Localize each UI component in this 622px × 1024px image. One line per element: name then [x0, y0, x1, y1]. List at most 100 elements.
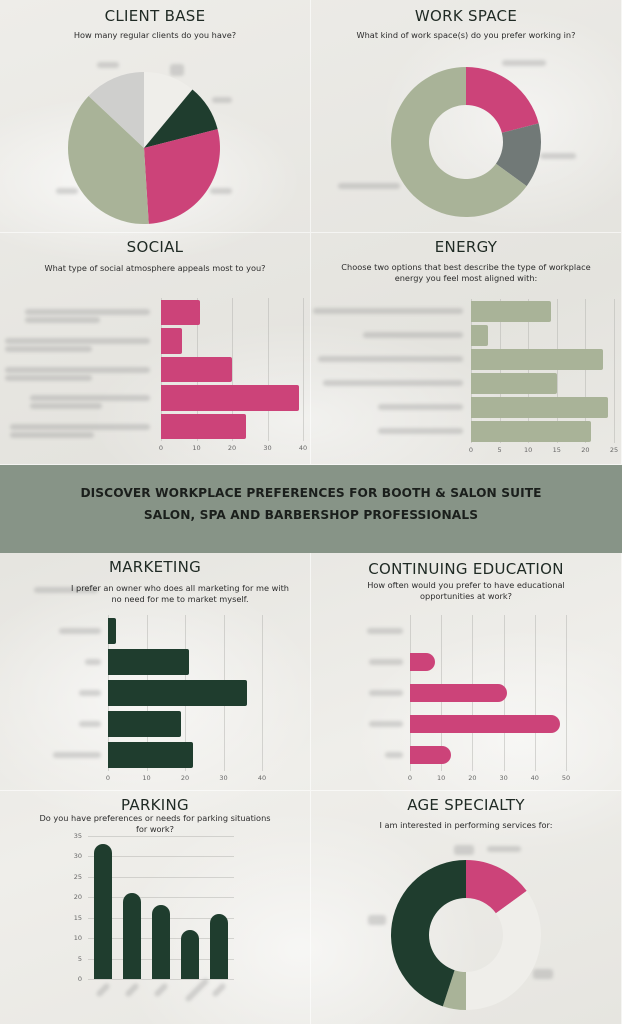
blurred-label	[540, 153, 576, 159]
x-axis-tick: 40	[257, 774, 267, 782]
blurred-label	[97, 62, 119, 68]
bar	[108, 711, 182, 738]
x-axis-tick: 40	[298, 444, 308, 452]
blurred-category-label	[5, 345, 92, 352]
pie-slice	[495, 123, 541, 187]
pie-slice	[144, 72, 193, 148]
age-specialty-donut-chart	[391, 860, 541, 1010]
gridline	[267, 298, 269, 441]
bar	[108, 648, 189, 675]
panel-subtitle: Do you have preferences or needs for par…	[39, 813, 271, 834]
blurred-category-label	[369, 690, 403, 696]
blurred-category-label	[10, 431, 94, 438]
x-axis-tick: 20	[227, 444, 237, 452]
panel-work-space: WORK SPACE What kind of work space(s) do…	[311, 0, 622, 233]
blurred-label	[212, 97, 232, 103]
parking-bar-chart: 0 5 10 15 20 25 30 35	[0, 791, 311, 1024]
gridline	[534, 615, 536, 771]
blurred-label	[368, 915, 386, 925]
bar	[471, 372, 557, 394]
panel-subtitle: I am interested in performing services f…	[379, 820, 553, 830]
gridline	[88, 897, 234, 899]
x-axis-tick: 20	[180, 774, 190, 782]
blurred-category-label	[25, 309, 150, 316]
x-axis-tick: 0	[468, 446, 474, 454]
banner-headline: DISCOVER WORKPLACE PREFERENCES FOR BOOTH…	[0, 482, 622, 526]
blurred-category-label	[53, 752, 101, 759]
pie-slice	[144, 129, 220, 224]
panel-continuing-education: CONTINUING EDUCATION How often would you…	[311, 553, 622, 791]
gridline	[556, 299, 558, 443]
pie-slice	[466, 890, 541, 1010]
x-axis-tick: 15	[552, 446, 561, 454]
bar	[152, 905, 170, 979]
x-axis-tick: 30	[499, 774, 508, 782]
blurred-category-label	[369, 658, 403, 665]
x-axis-tick: 40	[530, 774, 539, 782]
gridline	[88, 836, 234, 837]
blurred-category-label	[378, 428, 463, 434]
x-axis-tick: 10	[524, 446, 533, 454]
panel-subtitle: What kind of work space(s) do you prefer…	[356, 30, 576, 40]
blurred-category-label	[369, 721, 403, 728]
y-axis-tick: 5	[77, 954, 82, 963]
blurred-label	[533, 969, 553, 979]
bar	[161, 328, 183, 354]
blurred-label	[210, 188, 232, 194]
pie-slice	[466, 860, 527, 914]
gridline	[614, 299, 615, 443]
y-axis-tick: 30	[73, 852, 82, 861]
blurred-category-label	[211, 982, 228, 998]
bar	[471, 420, 592, 442]
x-axis-tick: 0	[158, 444, 164, 452]
panel-title: WORK SPACE	[414, 7, 518, 25]
blurred-category-label	[79, 721, 101, 728]
gridline	[88, 876, 234, 878]
bar	[410, 652, 435, 671]
blurred-category-label	[124, 982, 140, 998]
bar	[210, 913, 229, 979]
banner-line-1: DISCOVER WORKPLACE PREFERENCES FOR BOOTH…	[80, 486, 542, 500]
pie-slice	[88, 72, 144, 148]
blurred-category-label	[184, 977, 210, 1003]
blurred-category-label	[385, 752, 403, 759]
gridline	[88, 979, 234, 980]
blurred-label	[502, 60, 546, 66]
bar	[161, 385, 300, 411]
panel-subtitle: How many regular clients do you have?	[73, 30, 237, 40]
x-axis-tick: 5	[497, 446, 502, 454]
blurred-category-label	[10, 423, 150, 430]
blurred-label	[487, 846, 521, 852]
bar	[471, 324, 489, 346]
client-base-pie-chart	[68, 72, 220, 224]
blurred-category-label	[5, 337, 150, 344]
bar	[161, 356, 232, 383]
gridline	[566, 615, 567, 771]
headline-banner: DISCOVER WORKPLACE PREFERENCES FOR BOOTH…	[0, 465, 622, 553]
bar	[161, 299, 201, 326]
continuing-education-bar-chart: 0 10 20 30 40 50	[311, 553, 622, 791]
blurred-category-label	[323, 380, 463, 386]
blurred-label	[170, 64, 184, 76]
bar	[108, 742, 193, 769]
x-axis-tick: 50	[561, 774, 571, 782]
bar	[471, 300, 552, 322]
bar	[181, 929, 200, 979]
social-bar-chart: 0 10 20 30 40	[0, 233, 311, 465]
y-axis-tick: 10	[73, 934, 82, 943]
banner-line-2: SALON, SPA AND BARBERSHOP PROFESSIONALS	[143, 508, 479, 522]
blurred-category-label	[94, 982, 111, 998]
bar	[410, 715, 560, 734]
panel-energy: ENERGY Choose two options that best desc…	[311, 233, 622, 465]
x-axis-tick: 10	[437, 774, 446, 782]
gridline	[262, 615, 263, 771]
panel-title: MARKETING	[108, 558, 202, 576]
blurred-label	[454, 845, 474, 855]
panel-title: ENERGY	[434, 238, 498, 256]
panel-title: CONTINUING EDUCATION	[368, 560, 564, 578]
blurred-category-label	[363, 332, 463, 338]
panel-title: CLIENT BASE	[104, 7, 206, 25]
bar	[161, 413, 247, 440]
gridline	[499, 299, 501, 443]
y-axis-tick: 20	[73, 893, 82, 902]
